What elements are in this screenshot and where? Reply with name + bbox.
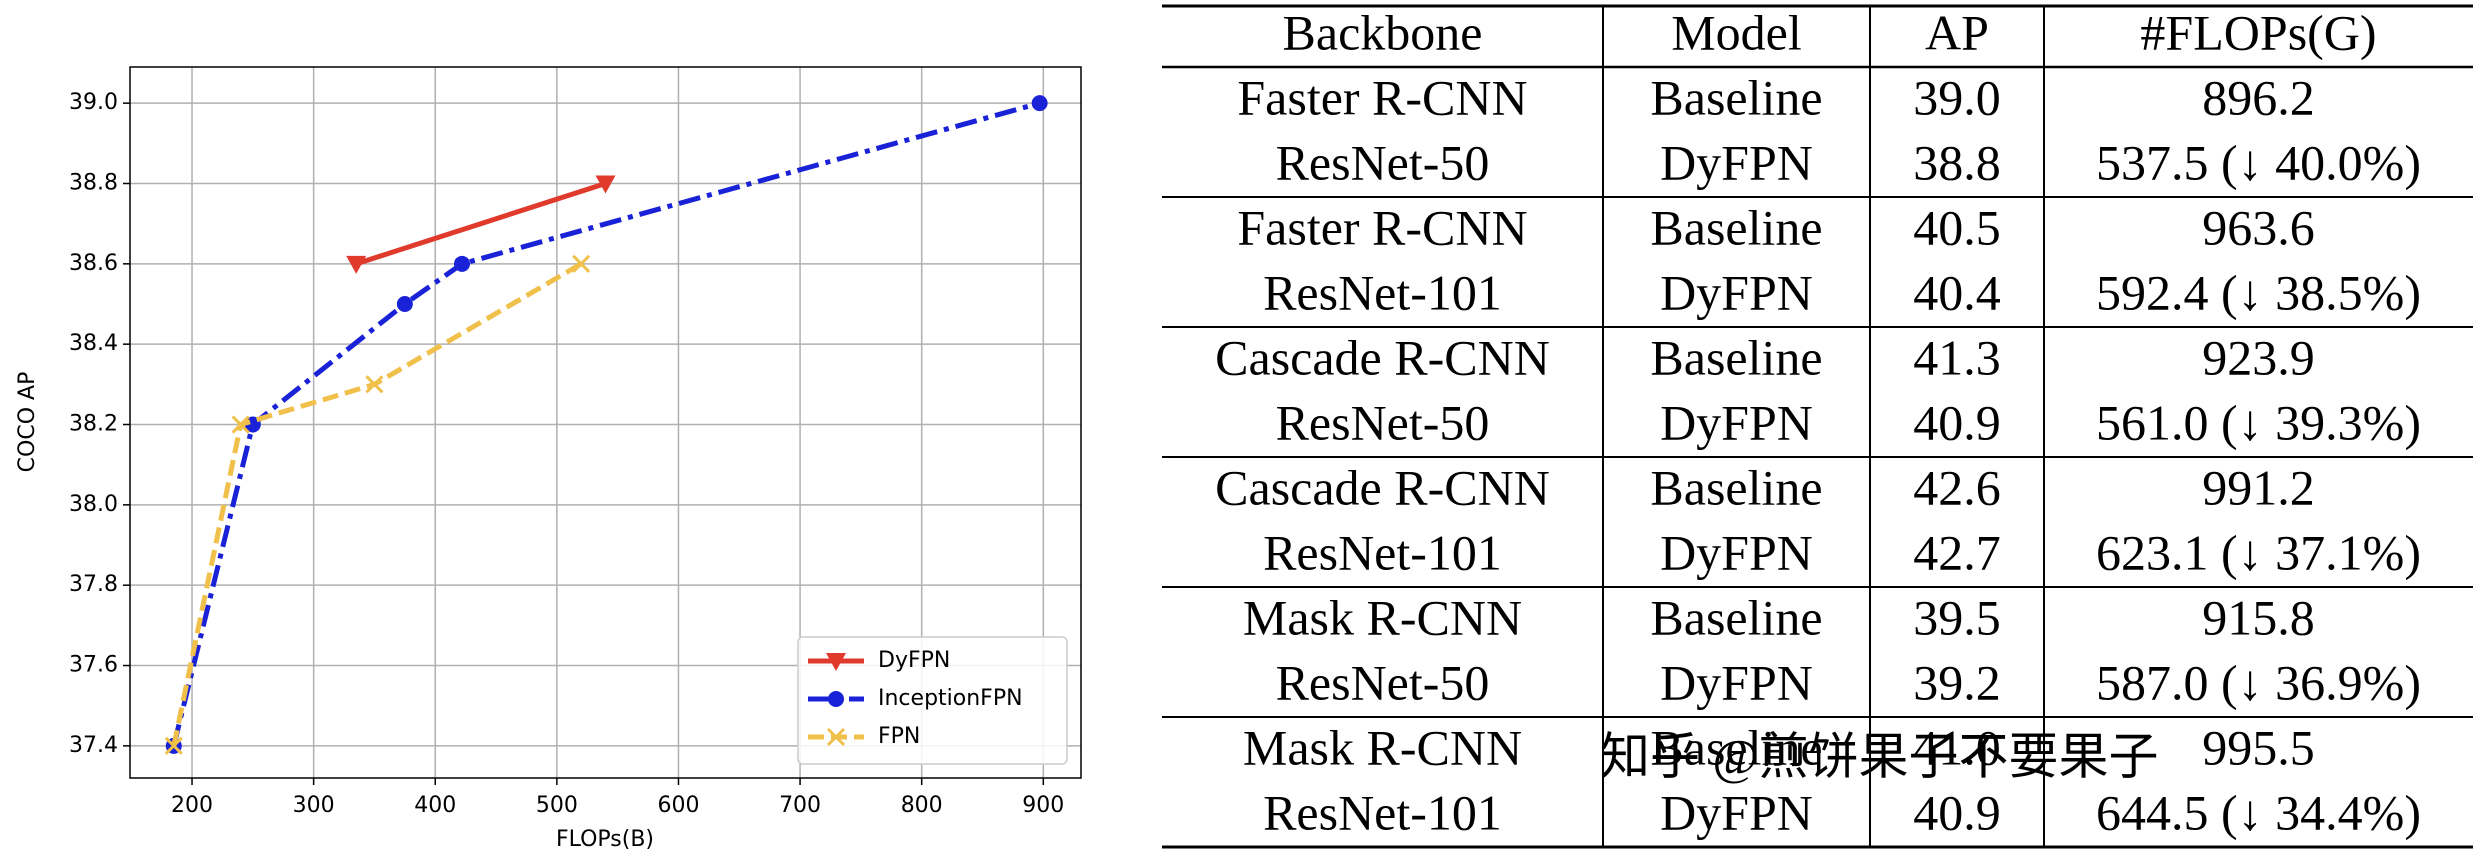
series-line (171, 261, 583, 747)
y-tick-label: 38.0 (69, 492, 118, 517)
table-cell: DyFPN (1660, 134, 1813, 190)
table-cell: ResNet-50 (1276, 654, 1490, 710)
table-cell: 991.2 (2202, 459, 2315, 515)
table-cell: 644.5 (↓ 34.4%) (2096, 784, 2421, 840)
table-cell: ResNet-101 (1263, 784, 1502, 840)
table-cell: ResNet-101 (1263, 264, 1502, 320)
x-tick-label: 500 (536, 793, 578, 818)
table-cell: Faster R-CNN (1237, 199, 1527, 255)
table-cell: 923.9 (2202, 329, 2315, 385)
table-cell: Baseline (1650, 69, 1822, 125)
point (572, 254, 591, 273)
point (231, 415, 250, 434)
table-cell: 40.5 (1913, 199, 2001, 255)
table-cell: DyFPN (1660, 654, 1813, 710)
plot-frame (129, 66, 1082, 779)
x-axis-label: FLOPs(B) (556, 827, 654, 852)
watermark: 知乎 @煎饼果子不要果子 (1600, 728, 2159, 784)
point (346, 255, 367, 274)
table-cell: 40.9 (1913, 784, 2001, 840)
legend-box (797, 636, 1068, 765)
table-cell: 39.0 (1913, 69, 2001, 125)
y-tick-label: 37.4 (69, 733, 118, 758)
table-cell: 896.2 (2202, 69, 2315, 125)
legend-marker (828, 691, 844, 707)
table-cell: Cascade R-CNN (1215, 459, 1550, 515)
table-cell: 592.4 (↓ 38.5%) (2096, 264, 2421, 320)
y-tick-label: 37.6 (69, 653, 118, 678)
table-cell: 995.5 (2202, 719, 2315, 775)
table-cell: Baseline (1650, 459, 1822, 515)
table-cell: 537.5 (↓ 40.0%) (2096, 134, 2421, 190)
point (365, 375, 384, 394)
table-cell: Baseline (1650, 719, 1822, 775)
y-tick-label: 38.6 (69, 251, 118, 276)
table-cell: 39.2 (1913, 654, 2001, 710)
x-tick-label: 800 (901, 793, 943, 818)
table-cell: 40.4 (1913, 264, 2001, 320)
table-cell: ResNet-50 (1276, 394, 1490, 450)
legend-label: InceptionFPN (878, 686, 1023, 711)
legend-marker (826, 653, 846, 671)
table-cell: 41.3 (1913, 329, 2001, 385)
table-cell: Baseline (1650, 329, 1822, 385)
x-tick-label: 400 (414, 793, 456, 818)
y-tick-label: 38.4 (69, 331, 118, 356)
point (453, 255, 470, 272)
legend-label: FPN (878, 724, 920, 749)
point (1031, 95, 1048, 112)
table-cell: DyFPN (1660, 524, 1813, 580)
y-axis-label: COCO AP (15, 372, 40, 473)
table-cell: DyFPN (1660, 784, 1813, 840)
table-header: #FLOPs(G) (2140, 4, 2376, 60)
table-cell: 623.1 (↓ 37.1%) (2096, 524, 2421, 580)
table-cell: Mask R-CNN (1243, 589, 1522, 645)
table-cell: 561.0 (↓ 39.3%) (2096, 394, 2421, 450)
chart: FLOPs(B) COCO AP 200 300 400 500 600 700 800 90… (15, 66, 1082, 852)
table-cell: 963.6 (2202, 199, 2315, 255)
table-cell: 39.5 (1913, 589, 2001, 645)
table-cell: Baseline (1650, 589, 1822, 645)
table-cell: ResNet-50 (1276, 134, 1490, 190)
table-cell: Mask R-CNN (1243, 719, 1522, 775)
table-cell: Faster R-CNN (1237, 69, 1527, 125)
point (595, 175, 616, 194)
y-tick-label: 38.2 (69, 412, 118, 437)
y-tick-label: 39.0 (69, 90, 118, 115)
point (164, 736, 183, 755)
table-cell: 40.9 (1913, 394, 2001, 450)
table-cell: ResNet-101 (1263, 524, 1502, 580)
table-cell: 38.8 (1913, 134, 2001, 190)
x-tick-label: 600 (657, 793, 699, 818)
y-tick-label: 37.8 (69, 572, 118, 597)
table-cell: DyFPN (1660, 264, 1813, 320)
table-header: Backbone (1283, 4, 1483, 60)
table-header: Model (1671, 4, 1802, 60)
table-cell: DyFPN (1660, 394, 1813, 450)
table-cell: 42.7 (1913, 524, 2001, 580)
table-cell: 41.0 (1913, 719, 2001, 775)
table-cell: 42.6 (1913, 459, 2001, 515)
table-cell: 587.0 (↓ 36.9%) (2096, 654, 2421, 710)
x-tick-label: 900 (1022, 793, 1064, 818)
table: Backbone Model AP #FLOPs(G) Faster R-CNN Base… (1162, 4, 2473, 849)
point (396, 296, 413, 312)
table-cell: Cascade R-CNN (1215, 329, 1550, 385)
x-tick-label: 700 (779, 793, 821, 818)
series-line (355, 181, 607, 267)
table-cell: 915.8 (2202, 589, 2315, 645)
x-tick-label: 300 (293, 793, 335, 818)
table-header: AP (1925, 4, 1989, 60)
table-cell: Baseline (1650, 199, 1822, 255)
legend-marker (826, 727, 846, 747)
x-tick-label: 200 (171, 793, 213, 818)
legend-label: DyFPN (878, 648, 950, 673)
y-tick-label: 38.8 (69, 170, 118, 195)
